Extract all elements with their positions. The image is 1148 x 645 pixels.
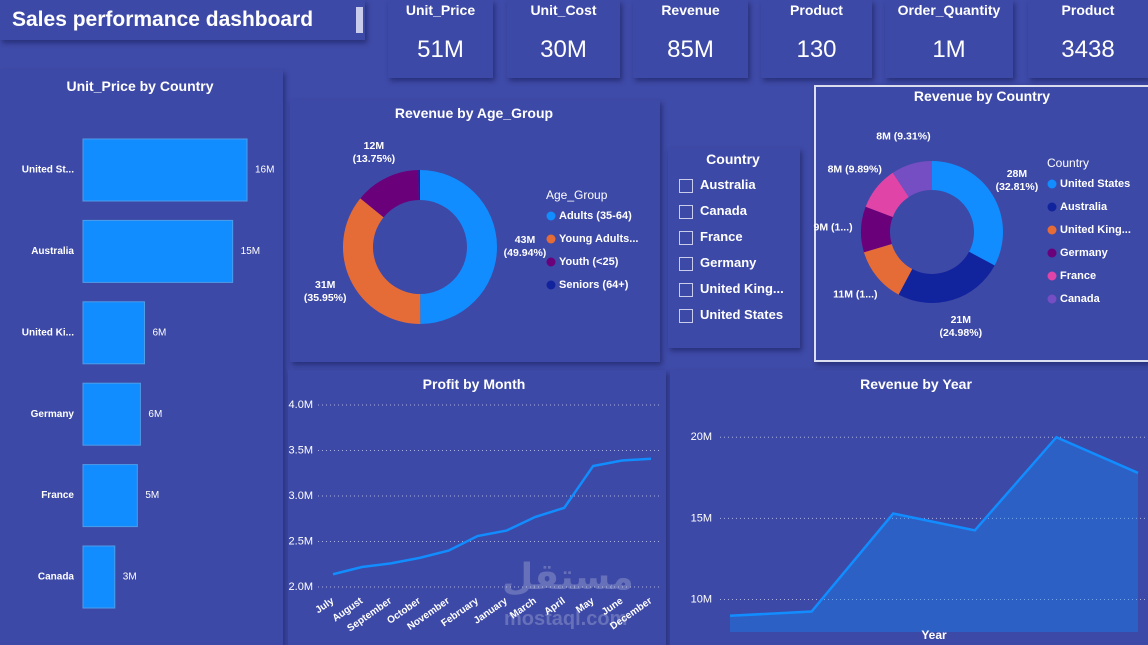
kpi-value: 51M <box>417 36 464 63</box>
slicer-item[interactable]: France <box>700 229 743 244</box>
data-label: 8M (9.31%) <box>876 130 931 143</box>
kpi-card: Product 130 <box>761 0 872 78</box>
chart-title: Revenue by Age_Group <box>394 105 554 121</box>
kpi-label: Product <box>1061 2 1115 18</box>
title-accent <box>356 7 363 33</box>
header: Sales performance dashboard <box>0 0 365 40</box>
kpi-value: 30M <box>540 36 587 63</box>
data-label: 28M (32.81%) <box>995 168 1039 194</box>
kpi-label: Order_Quantity <box>897 2 1001 18</box>
kpi-label: Revenue <box>661 2 720 18</box>
slicer-item[interactable]: United King... <box>700 281 784 296</box>
data-label: 31M (35.95%) <box>303 279 347 305</box>
slicer-panel <box>668 148 800 348</box>
chart-title: Profit by Month <box>422 376 526 392</box>
slicer-checkbox[interactable] <box>679 205 693 219</box>
slicer-checkbox[interactable] <box>679 179 693 193</box>
slicer-title: Country <box>706 151 760 167</box>
kpi-value: 1M <box>932 36 966 63</box>
kpi-card: Unit_Cost 30M <box>507 0 620 78</box>
kpi-label: Unit_Cost <box>530 2 597 18</box>
kpi-value: 85M <box>667 36 714 63</box>
chart-title: Revenue by Country <box>913 88 1051 104</box>
data-label: 8M (9.89%) <box>827 163 882 176</box>
kpi-value: 3438 <box>1061 36 1115 63</box>
slicer-checkbox[interactable] <box>679 257 693 271</box>
chart-title: Revenue by Year <box>860 376 972 392</box>
panel <box>670 370 1148 645</box>
kpi-card: Revenue 85M <box>633 0 748 78</box>
data-label: 12M (13.75%) <box>352 139 396 165</box>
kpi-card: Order_Quantity 1M <box>885 0 1013 78</box>
data-label: 11M (1...) <box>833 288 878 301</box>
slicer-item[interactable]: United States <box>700 307 784 322</box>
slicer-checkbox[interactable] <box>679 309 693 323</box>
slicer-checkbox[interactable] <box>679 283 693 297</box>
kpi-card: Unit_Price 51M <box>388 0 493 78</box>
kpi-label: Product <box>790 2 843 18</box>
data-label: 21M (24.98%) <box>939 313 983 339</box>
kpi-label: Unit_Price <box>405 2 476 18</box>
kpi-card: Product 3438 <box>1028 0 1148 78</box>
slicer-checkbox[interactable] <box>679 231 693 245</box>
dashboard-title: Sales performance dashboard <box>12 8 314 31</box>
chart-title: Unit_Price by Country <box>66 78 214 94</box>
kpi-value: 130 <box>796 36 837 63</box>
data-label: 43M (49.94%) <box>503 233 547 259</box>
slicer-item[interactable]: Canada <box>700 203 747 218</box>
watermark: مستقل <box>502 556 634 597</box>
panel <box>288 370 666 645</box>
watermark: mostaql.com <box>504 608 628 630</box>
data-label: 9M (1...) <box>813 221 853 234</box>
slicer-item[interactable]: Germany <box>700 255 757 270</box>
slicer-item[interactable]: Australia <box>700 177 756 192</box>
panel <box>0 70 283 645</box>
